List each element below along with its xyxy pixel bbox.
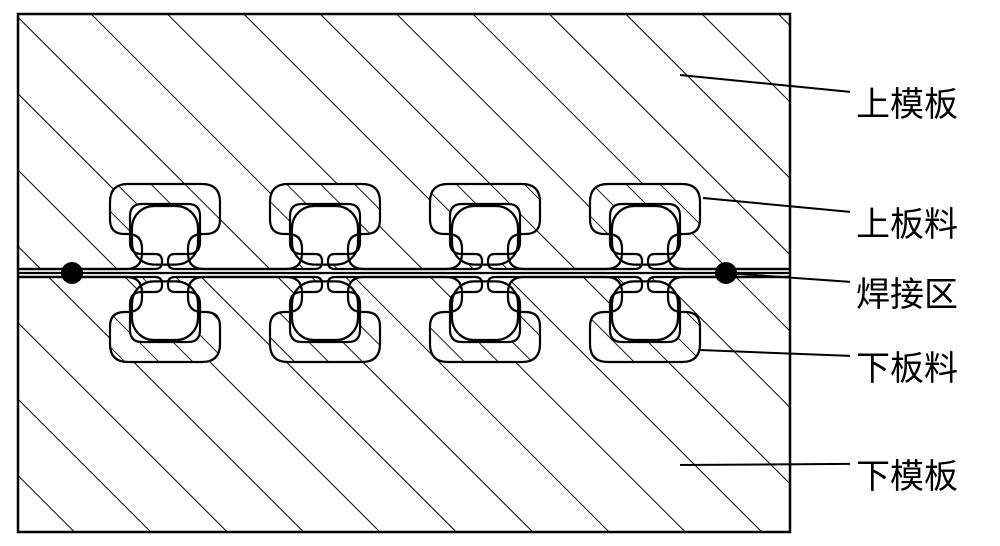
- label-lower_sheet: 下板料: [856, 341, 958, 390]
- weld-point-left: [61, 262, 83, 284]
- label-upper_sheet: 上板料: [856, 197, 958, 246]
- label-weld_zone: 焊接区: [856, 267, 958, 316]
- leader-lower_die: [680, 464, 850, 465]
- diagram-svg: [0, 0, 1000, 546]
- label-upper_die: 上模板: [856, 77, 958, 126]
- diagram-root: 上模板上板料焊接区下板料下模板: [0, 0, 1000, 546]
- label-lower_die: 下模板: [856, 449, 958, 498]
